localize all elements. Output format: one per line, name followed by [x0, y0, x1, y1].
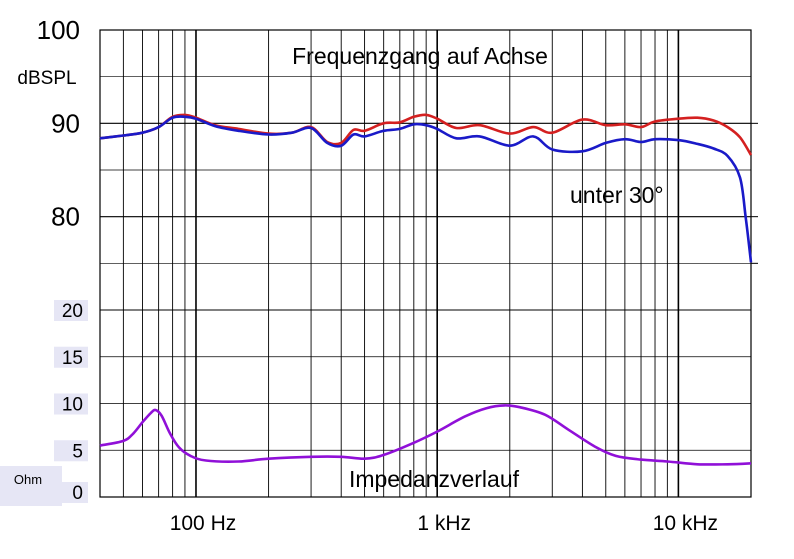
spl-tick-label: 90	[51, 108, 80, 138]
impedance-annotation: Impedanzverlauf	[349, 466, 520, 492]
grid	[99, 29, 758, 498]
spl-unit-label: dBSPL	[17, 68, 76, 89]
ohm-unit-box	[0, 466, 62, 506]
ohm-tick-label: 20	[62, 301, 83, 322]
ohm-tick-label: 5	[72, 441, 83, 462]
x-tick-label: 100 Hz	[170, 512, 237, 535]
ohm-tick-label: 15	[62, 348, 83, 369]
chart-title: Frequenzgang auf Achse	[292, 43, 548, 69]
ohm-tick-bg	[54, 393, 88, 415]
ohm-tick-bg	[54, 346, 88, 368]
ohm-unit-label: Ohm	[14, 472, 42, 487]
series-line-impedance	[99, 404, 752, 466]
ohm-tick-bg	[54, 482, 88, 503]
ohm-tick-bg	[54, 300, 88, 321]
ohm-tick-label: 0	[72, 483, 83, 504]
x-tick-label: 10 kHz	[653, 512, 718, 535]
ohm-tick-label: 10	[62, 395, 83, 416]
off-axis-annotation: unter 30°	[570, 182, 664, 208]
spl-tick-label: 80	[51, 202, 80, 232]
axis-ticks: 100 90 80 20 15 10 5 0 100 Hz 1 kHz 10 kHz	[37, 15, 718, 535]
series-line-off-axis-30	[99, 115, 753, 263]
ohm-tick-bg	[54, 440, 88, 462]
x-tick-label: 1 kHz	[417, 512, 471, 535]
curves	[99, 113, 753, 466]
spl-tick-label: 100	[37, 15, 80, 45]
